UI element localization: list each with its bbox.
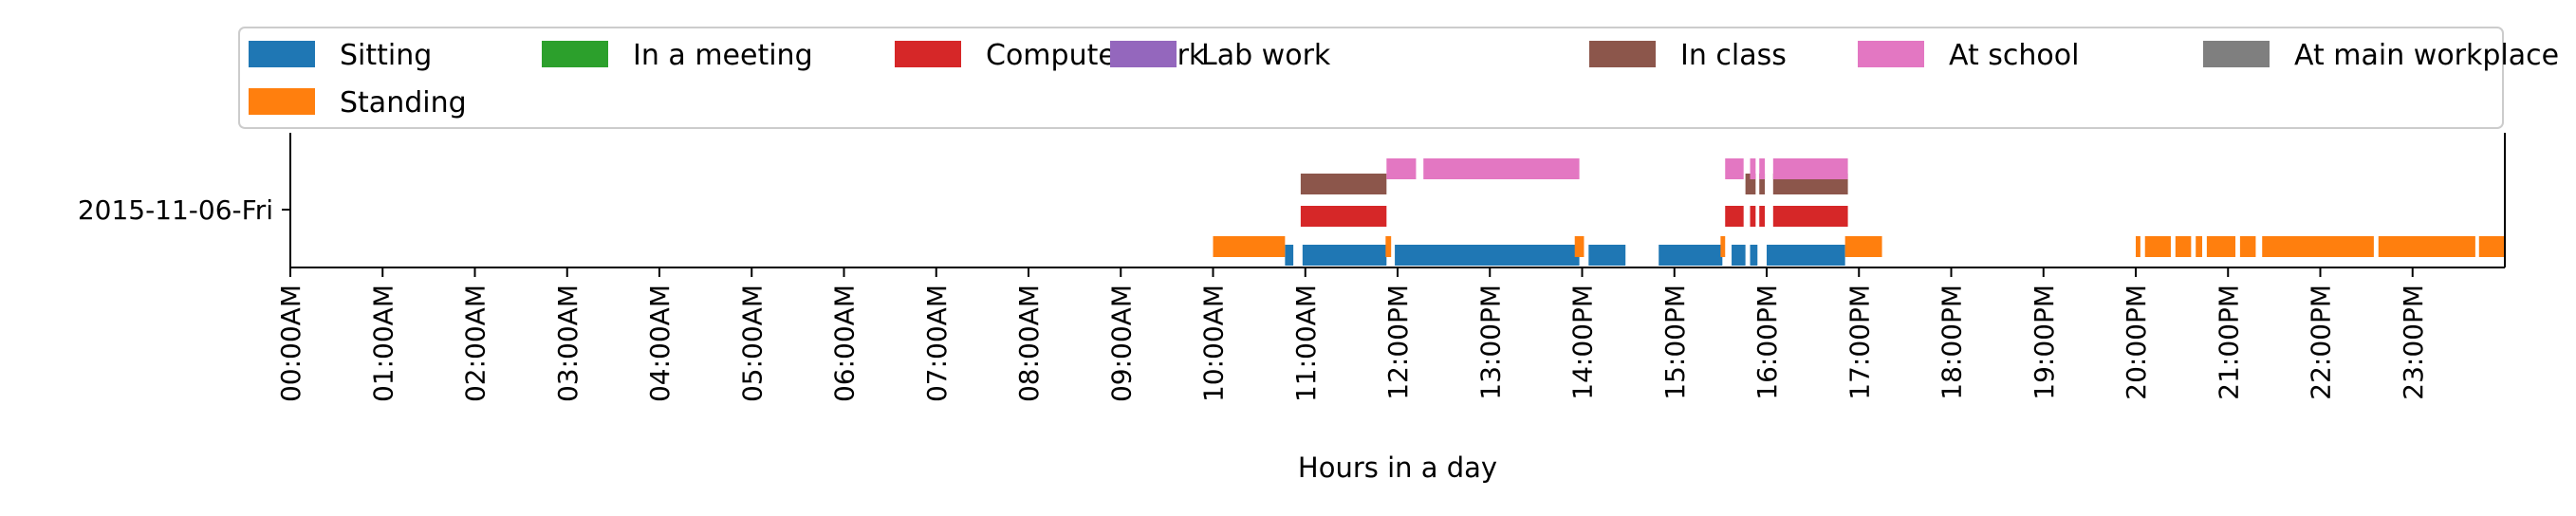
bar-sitting-3 xyxy=(1588,245,1626,266)
bar-sitting-6 xyxy=(1750,245,1758,266)
legend-label-standing: Standing xyxy=(340,86,467,120)
bar-standing-3 xyxy=(1720,236,1726,257)
legend-swatch-lab-work xyxy=(1110,41,1177,67)
bar-in-class-2 xyxy=(1759,174,1766,194)
bar-at-school-4 xyxy=(1759,158,1766,179)
legend-label-in-a-meeting: In a meeting xyxy=(633,39,813,72)
x-tick-label-15: 15:00PM xyxy=(1659,285,1691,400)
bar-standing-7 xyxy=(2175,236,2192,257)
legend-label-at-school: At school xyxy=(1949,39,2079,72)
bar-at-school-2 xyxy=(1725,158,1744,179)
legend-swatch-in-class xyxy=(1589,41,1656,67)
legend-label-lab-work: Lab work xyxy=(1201,39,1331,72)
legend-swatch-at-main-workplace xyxy=(2203,41,2270,67)
bar-sitting-0 xyxy=(1285,245,1294,266)
legend-swatch-computer-work xyxy=(895,41,961,67)
bar-at-school-5 xyxy=(1772,158,1848,179)
bar-computer-work-2 xyxy=(1750,206,1756,227)
plot-bars xyxy=(1213,158,2505,266)
legend-swatch-standing xyxy=(249,88,315,115)
legend-label-in-class: In class xyxy=(1680,39,1787,72)
x-tick-label-16: 16:00PM xyxy=(1751,285,1783,400)
bar-standing-2 xyxy=(1574,236,1585,257)
x-tick-label-21: 21:00PM xyxy=(2213,285,2244,400)
x-tick-label-9: 09:00AM xyxy=(1105,285,1137,402)
bar-computer-work-4 xyxy=(1772,206,1848,227)
bar-standing-13 xyxy=(2478,236,2505,257)
legend-label-at-main-workplace: At main workplace xyxy=(2294,39,2559,72)
legend-frame xyxy=(238,27,2504,129)
x-tick-label-20: 20:00PM xyxy=(2121,285,2152,400)
bar-standing-6 xyxy=(2144,236,2171,257)
bar-standing-1 xyxy=(1385,236,1392,257)
bar-computer-work-0 xyxy=(1300,206,1387,227)
bar-standing-0 xyxy=(1213,236,1286,257)
bar-sitting-4 xyxy=(1659,245,1723,266)
x-tick-label-7: 07:00AM xyxy=(921,285,953,402)
bar-standing-4 xyxy=(1844,236,1882,257)
y-tick-label: 2015-11-06-Fri xyxy=(78,194,273,226)
legend-swatch-sitting xyxy=(249,41,315,67)
x-axis-title: Hours in a day xyxy=(1298,452,1497,484)
x-tick-label-8: 08:00AM xyxy=(1013,285,1045,402)
bar-computer-work-3 xyxy=(1759,206,1766,227)
bar-standing-5 xyxy=(2136,236,2140,257)
x-tick-label-17: 17:00PM xyxy=(1844,285,1875,400)
axes: 00:00AM 01:00AM 02:00AM 03:00AM 04:00AM 05:00… xyxy=(275,133,2506,402)
bar-sitting-7 xyxy=(1767,245,1845,266)
bar-at-school-1 xyxy=(1423,158,1580,179)
x-tick-label-12: 12:00PM xyxy=(1382,285,1414,400)
x-tick-label-0: 00:00AM xyxy=(275,285,306,402)
bar-computer-work-1 xyxy=(1725,206,1744,227)
x-tick-label-19: 19:00PM xyxy=(2029,285,2060,400)
x-tick-label-14: 14:00PM xyxy=(1567,285,1599,400)
x-tick-label-3: 03:00AM xyxy=(552,285,584,402)
legend-swatch-at-school xyxy=(1858,41,1924,67)
x-tick-label-22: 22:00PM xyxy=(2306,285,2337,400)
bar-standing-8 xyxy=(2196,236,2203,257)
bar-in-class-0 xyxy=(1300,174,1387,194)
bar-sitting-1 xyxy=(1302,245,1387,266)
legend-swatch-in-a-meeting xyxy=(542,41,608,67)
x-tick-label-4: 04:00AM xyxy=(644,285,676,402)
bar-standing-11 xyxy=(2262,236,2374,257)
bar-at-school-3 xyxy=(1750,158,1756,179)
bar-standing-9 xyxy=(2206,236,2236,257)
x-tick-label-10: 10:00AM xyxy=(1198,285,1230,402)
x-tick-label-11: 11:00AM xyxy=(1290,285,1322,402)
x-tick-label-5: 05:00AM xyxy=(736,285,768,402)
bar-sitting-2 xyxy=(1395,245,1580,266)
legend-label-sitting: Sitting xyxy=(340,39,432,72)
x-tick-label-6: 06:00AM xyxy=(829,285,861,402)
bar-at-school-0 xyxy=(1386,158,1417,179)
bar-standing-10 xyxy=(2239,236,2256,257)
bar-sitting-5 xyxy=(1732,245,1746,266)
bar-standing-12 xyxy=(2378,236,2475,257)
x-tick-label-23: 23:00PM xyxy=(2398,285,2429,400)
x-tick-label-2: 02:00AM xyxy=(460,285,491,402)
x-tick-label-13: 13:00PM xyxy=(1474,285,1506,400)
bar-in-class-1 xyxy=(1745,174,1756,194)
x-tick-label-18: 18:00PM xyxy=(1937,285,1968,400)
x-tick-label-1: 01:00AM xyxy=(367,285,398,402)
